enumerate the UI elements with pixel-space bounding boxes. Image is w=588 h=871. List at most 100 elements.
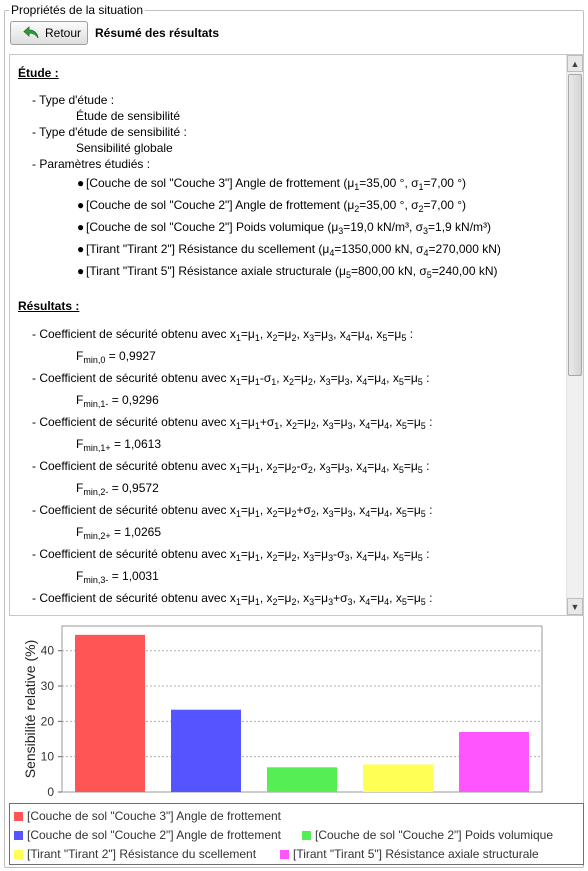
subscript: 1 [354,182,360,192]
legend-item: [Tirant "Tirant 2"] Résistance du scelle… [14,846,256,862]
back-button[interactable]: Retour [10,21,88,45]
subscript: 5 [420,421,426,431]
y-tick-label: 0 [47,785,54,799]
subscript: 3 [347,421,353,431]
legend-swatch [14,849,23,859]
subscript: 2 [291,465,297,475]
param-item: ● [Couche de sol "Couche 2"] Angle de fro… [18,194,558,216]
subscript: 3 [309,553,315,563]
subscript: 1 [235,377,241,387]
subscript: 1 [235,421,241,431]
result-condition: - Coefficient de sécurité obtenu avec x1… [32,415,433,431]
bullet-icon: ● [77,264,85,278]
result-condition: - Coefficient de sécurité obtenu avec x1… [32,547,430,563]
result-value: Fmin,2- = 0,9572 [76,481,159,497]
subscript: 3 [423,226,429,236]
result-value: Fmin,3- = 1,0031 [76,569,159,585]
subscript: 1 [254,509,260,519]
summary-title: Résumé des résultats [95,26,220,40]
subscript: 2 [272,553,278,563]
scrollbar-thumb[interactable] [568,74,582,376]
legend-swatch [14,830,23,840]
subscript: 5 [417,553,423,563]
bar [75,634,145,792]
subscript: 3 [325,465,331,475]
subscript: min,2+ [83,531,111,541]
subscript: 1 [254,553,260,563]
sensitivity-type-value: Sensibilité globale [76,141,173,155]
bullet-icon: ● [77,220,85,234]
subscript: 1 [254,597,260,607]
subscript: 5 [345,270,351,280]
subscript: 2 [272,465,278,475]
subscript: 4 [423,248,429,258]
chart-legend: [Couche de sol "Couche 3"] Angle de frot… [9,803,584,865]
subscript: 3 [328,421,334,431]
subscript: 3 [309,333,315,343]
scroll-up-arrow-icon[interactable]: ▲ [567,55,583,72]
study-type-label: - Type d'étude : [32,93,115,107]
params-list: ● [Couche de sol "Couche 3"] Angle de fro… [18,172,558,282]
subscript: 5 [401,333,407,343]
param-item: ● [Couche de sol "Couche 3"] Angle de fro… [18,172,558,194]
subscript: 1 [254,333,260,343]
subscript: min,2- [83,487,109,497]
subscript: 1 [235,333,241,343]
subscript: 5 [398,465,404,475]
scroll-down-arrow-icon[interactable]: ▼ [567,598,583,615]
subscript: 1 [254,377,260,387]
legend-label: [Tirant "Tirant 2"] Résistance du scelle… [27,847,257,861]
group-title: Propriétés de la situation [9,3,146,17]
subscript: 4 [384,421,390,431]
subscript: 4 [362,377,368,387]
subscript: 2 [310,509,316,519]
param-item: ● [Tirant "Tirant 5"] Résistance axiale s… [18,260,558,282]
y-tick-label: 10 [41,750,55,764]
subscript: 3 [328,509,334,519]
subscript: 5 [417,465,423,475]
subscript: 4 [381,553,387,563]
subscript: 3 [328,333,334,343]
params-label: - Paramètres étudiés : [32,157,151,171]
result-value: Fmin,1+ = 1,0613 [76,437,161,453]
y-tick-label: 30 [41,679,55,693]
sensitivity-chart: 0 10 20 30 40 Sensibilité relative (%) [9,620,584,800]
subscript: 2 [288,377,294,387]
subscript: 1 [235,509,241,519]
legend-label: [Couche de sol "Couche 3"] Angle de frot… [27,809,282,823]
result-value: Fmin,0 = 0,9927 [76,349,156,365]
subscript: 2 [291,333,297,343]
subscript: 1 [274,421,280,431]
subscript: 5 [417,377,423,387]
subscript: 5 [401,597,407,607]
subscript: 1 [254,421,260,431]
bullet-icon: ● [77,198,85,212]
legend-label: [Couche de sol "Couche 2"] Angle de frot… [27,828,282,842]
subscript: 4 [365,421,371,431]
result-condition: - Coefficient de sécurité obtenu avec x1… [32,371,430,387]
back-button-label: Retour [45,26,82,40]
subscript: 5 [382,333,388,343]
subscript: 4 [362,465,368,475]
vertical-scrollbar[interactable]: ▲ ▼ [566,55,583,615]
results-list: - Coefficient de sécurité obtenu avec x1… [18,323,558,609]
subscript: 2 [307,465,313,475]
legend-item: [Tirant "Tirant 5"] Résistance axiale st… [280,846,539,862]
subscript: 1 [235,465,241,475]
subscript: 4 [381,465,387,475]
subscript: 4 [365,509,371,519]
subscript: 4 [365,597,371,607]
subscript: 2 [307,377,313,387]
subscript: 3 [347,597,353,607]
study-type-value: Étude de sensibilité [76,109,181,123]
subscript: 4 [362,553,368,563]
param-item: ● [Tirant "Tirant 2"] Résistance du scell… [18,238,558,260]
subscript: 3 [344,465,350,475]
subscript: 3 [344,377,350,387]
subscript: 4 [384,597,390,607]
subscript: 2 [291,421,297,431]
subscript: 2 [291,509,297,519]
results-report-panel[interactable]: Étude : - Type d'étude : Étude de sensib… [9,54,584,616]
bullet-icon: ● [77,242,85,256]
